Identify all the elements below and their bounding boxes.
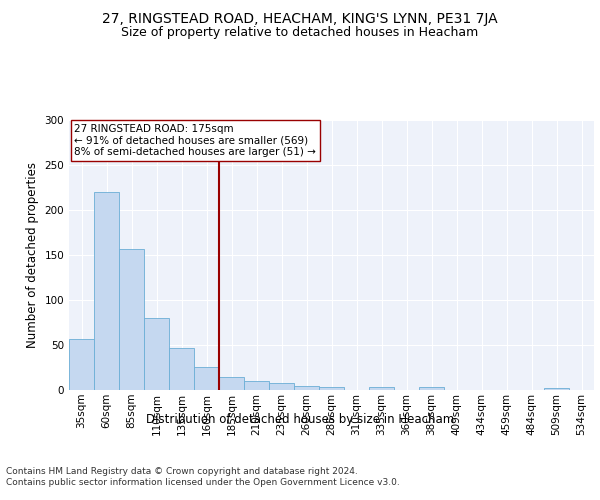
Bar [94,192,119,390]
Bar [319,388,344,390]
Bar [194,366,219,390]
Bar [544,388,569,390]
Bar [269,383,294,390]
Bar [219,376,244,390]
Bar [144,318,169,390]
Bar [244,381,269,390]
Y-axis label: Number of detached properties: Number of detached properties [26,162,39,348]
Text: Distribution of detached houses by size in Heacham: Distribution of detached houses by size … [146,412,454,426]
Text: 27 RINGSTEAD ROAD: 175sqm
← 91% of detached houses are smaller (569)
8% of semi-: 27 RINGSTEAD ROAD: 175sqm ← 91% of detac… [74,124,316,157]
Bar [69,338,94,390]
Text: 27, RINGSTEAD ROAD, HEACHAM, KING'S LYNN, PE31 7JA: 27, RINGSTEAD ROAD, HEACHAM, KING'S LYNN… [102,12,498,26]
Text: Size of property relative to detached houses in Heacham: Size of property relative to detached ho… [121,26,479,39]
Bar [119,248,144,390]
Bar [369,388,394,390]
Bar [419,388,444,390]
Bar [169,348,194,390]
Bar [294,386,319,390]
Text: Contains HM Land Registry data © Crown copyright and database right 2024.
Contai: Contains HM Land Registry data © Crown c… [6,468,400,487]
